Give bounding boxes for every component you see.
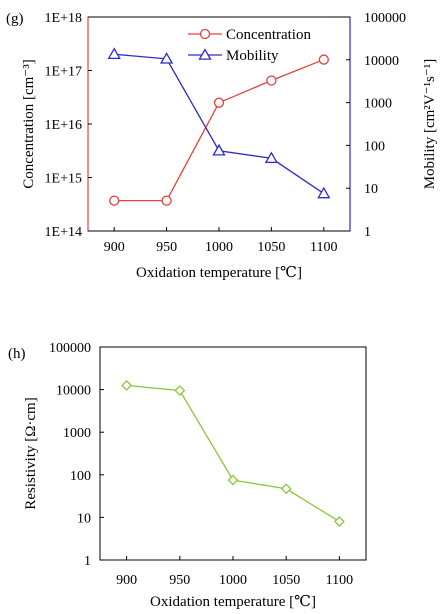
plot-area-g: [87, 16, 351, 232]
point-concentration: [318, 54, 329, 65]
y-left-tick-label-g: 1E+14: [45, 225, 82, 240]
point-mobility: [264, 151, 279, 164]
x-tick-label-g: 1000: [205, 240, 233, 255]
point-concentration: [213, 97, 225, 108]
legend-marker-mobility: [198, 48, 212, 60]
point-concentration: [266, 75, 277, 86]
y-right-tick-label-g: 1000: [364, 97, 392, 112]
y-right-tick-label-g: 100: [364, 139, 385, 154]
y-left-tick-label-g: 1E+18: [45, 11, 82, 26]
point-concentration: [109, 195, 120, 206]
y-left-axis-title-g: Concentration [cm⁻³]: [21, 59, 37, 188]
point-mobility: [212, 143, 226, 156]
y-right-tick-label-g: 100000: [364, 11, 406, 26]
x-tick-label-h: 900: [116, 573, 137, 588]
point-resistivity: [280, 483, 292, 495]
y-tick-label-h: 1000: [63, 426, 91, 441]
point-resistivity: [174, 385, 186, 396]
y-right-axis-title-g: Mobility [cm²V⁻¹s⁻¹]: [422, 59, 438, 190]
series-line-resistivity: [126, 384, 340, 523]
plot-area-h: [99, 346, 367, 561]
y-tick-label-h: 10000: [56, 384, 91, 399]
x-tick-label-g: 1050: [257, 240, 285, 255]
y-left-tick-label-g: 1E+17: [45, 65, 82, 80]
y-tick-label-h: 100: [70, 469, 91, 484]
y-left-tick-label-g: 1E+15: [45, 172, 82, 187]
panel-label-h: (h): [8, 346, 26, 362]
y-right-tick-label-g: 1: [364, 225, 371, 240]
y-right-tick-label-g: 10000: [364, 54, 399, 69]
point-mobility: [159, 52, 174, 64]
y-left-tick-label-g: 1E+16: [45, 118, 82, 133]
point-resistivity: [121, 380, 133, 391]
x-axis-title-h: Oxidation temperature [℃]: [150, 594, 316, 610]
y-right-tick-label-g: 10: [364, 182, 378, 197]
y-axis-title-h: Resistivity [Ω·cm]: [23, 397, 39, 509]
series-line-concentration: [114, 58, 325, 202]
x-tick-label-g: 1100: [310, 240, 337, 255]
x-tick-label-h: 1050: [272, 573, 300, 588]
x-tick-label-h: 1000: [219, 573, 247, 588]
point-resistivity: [333, 516, 345, 527]
y-tick-label-h: 10: [77, 511, 91, 526]
y-tick-label-h: 100000: [49, 341, 91, 356]
x-tick-label-g: 950: [156, 240, 177, 255]
legend-label-mobility: Mobility: [226, 48, 279, 64]
point-resistivity: [227, 474, 239, 486]
point-concentration: [161, 195, 172, 206]
series-line-mobility: [114, 53, 325, 195]
point-mobility: [317, 186, 331, 199]
x-tick-label-h: 950: [169, 573, 190, 588]
x-tick-label-h: 1100: [326, 573, 353, 588]
legend-label-concentration: Concentration: [226, 27, 311, 43]
legend-marker-concentration: [199, 28, 211, 40]
point-mobility: [107, 47, 121, 59]
x-tick-label-g: 900: [104, 240, 125, 255]
panel-label-g: (g): [6, 11, 24, 27]
y-tick-label-h: 1: [84, 554, 91, 569]
x-axis-title-g: Oxidation temperature [℃]: [136, 265, 302, 281]
